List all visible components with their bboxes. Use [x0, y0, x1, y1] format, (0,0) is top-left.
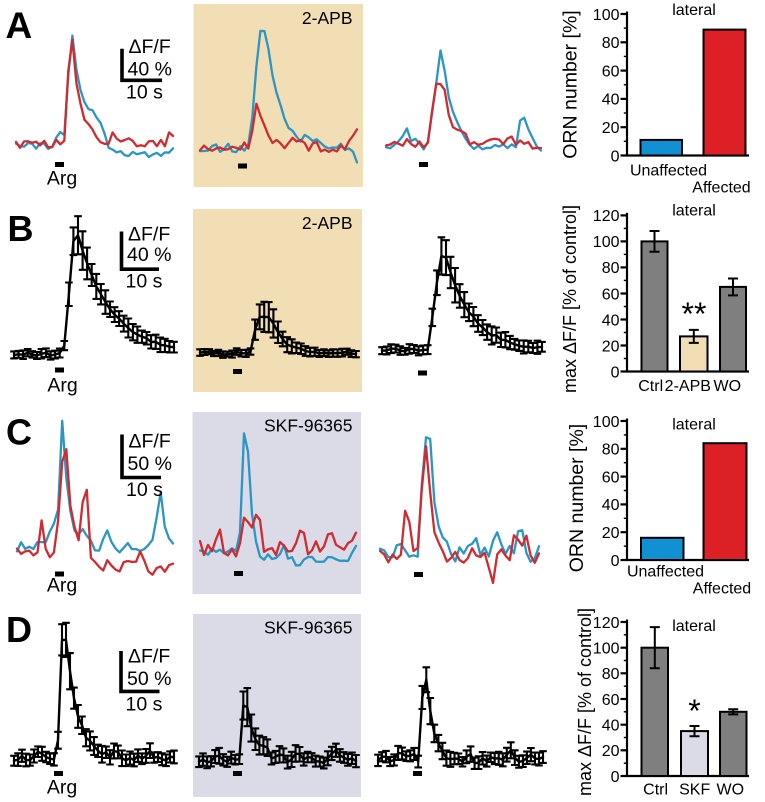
svg-text:40: 40 — [602, 312, 620, 329]
svg-text:lateral: lateral — [672, 417, 716, 434]
svg-text:*: * — [688, 693, 700, 729]
svg-text:50 %: 50 % — [127, 668, 171, 690]
svg-text:**: ** — [682, 296, 707, 332]
svg-text:Unaffected: Unaffected — [630, 163, 707, 180]
svg-text:120: 120 — [593, 615, 620, 632]
svg-text:Unaffected: Unaffected — [627, 564, 704, 581]
svg-text:50 %: 50 % — [128, 453, 172, 475]
svg-text:100: 100 — [593, 234, 620, 251]
svg-text:Affected: Affected — [692, 180, 750, 197]
svg-text:Arg: Arg — [47, 777, 77, 799]
svg-text:100: 100 — [593, 7, 620, 24]
svg-text:80: 80 — [602, 442, 620, 459]
svg-text:40 %: 40 % — [128, 58, 172, 80]
svg-text:40: 40 — [602, 92, 620, 109]
svg-text:Arg: Arg — [47, 575, 77, 597]
svg-text:10 s: 10 s — [126, 479, 163, 501]
svg-text:WO: WO — [717, 782, 745, 799]
svg-text:C: C — [6, 412, 32, 453]
svg-text:10 s: 10 s — [126, 82, 163, 104]
svg-text:0: 0 — [611, 769, 620, 786]
svg-text:80: 80 — [602, 666, 620, 683]
svg-text:100: 100 — [593, 414, 620, 431]
svg-text:0: 0 — [611, 148, 620, 165]
svg-text:ΔF/F: ΔF/F — [129, 36, 171, 58]
svg-text:ΔF/F: ΔF/F — [128, 646, 170, 668]
svg-text:10 s: 10 s — [126, 271, 163, 293]
svg-text:80: 80 — [602, 260, 620, 277]
svg-text:80: 80 — [602, 35, 620, 52]
svg-text:2-APB: 2-APB — [665, 378, 711, 395]
svg-text:100: 100 — [593, 641, 620, 658]
svg-text:D: D — [6, 609, 32, 650]
svg-text:WO: WO — [714, 378, 742, 395]
svg-text:Affected: Affected — [693, 581, 751, 598]
svg-text:max ΔF/F [% of control]: max ΔF/F [% of control] — [560, 205, 580, 393]
svg-text:ΔF/F: ΔF/F — [128, 224, 170, 246]
svg-text:lateral: lateral — [672, 618, 716, 635]
svg-text:60: 60 — [602, 469, 620, 486]
svg-text:ORN number [%]: ORN number [%] — [566, 424, 588, 572]
svg-text:2-APB: 2-APB — [302, 8, 353, 28]
svg-text:20: 20 — [602, 525, 620, 542]
svg-text:120: 120 — [593, 208, 620, 225]
svg-text:60: 60 — [602, 63, 620, 80]
svg-text:Ctrl: Ctrl — [643, 782, 668, 799]
svg-text:Arg: Arg — [47, 168, 77, 190]
svg-text:20: 20 — [602, 338, 620, 355]
svg-text:SKF-96365: SKF-96365 — [264, 416, 353, 436]
svg-text:SKF: SKF — [679, 782, 710, 799]
svg-text:40: 40 — [602, 718, 620, 735]
svg-text:2-APB: 2-APB — [302, 213, 353, 233]
svg-text:0: 0 — [611, 553, 620, 570]
svg-text:0: 0 — [611, 364, 620, 381]
svg-text:ORN number [%]: ORN number [%] — [560, 10, 582, 158]
svg-text:40 %: 40 % — [127, 244, 171, 266]
svg-text:B: B — [8, 208, 34, 249]
svg-text:Ctrl: Ctrl — [638, 378, 663, 395]
svg-text:60: 60 — [602, 692, 620, 709]
svg-text:lateral: lateral — [672, 2, 716, 19]
svg-text:10 s: 10 s — [126, 694, 163, 716]
svg-text:A: A — [6, 5, 33, 46]
svg-text:40: 40 — [602, 497, 620, 514]
svg-text:ΔF/F: ΔF/F — [129, 431, 171, 453]
svg-text:SKF-96365: SKF-96365 — [264, 618, 353, 638]
svg-text:max ΔF/F [% of control]: max ΔF/F [% of control] — [575, 608, 595, 796]
svg-text:Arg: Arg — [47, 375, 77, 397]
svg-text:lateral: lateral — [672, 203, 716, 220]
svg-text:20: 20 — [602, 120, 620, 137]
svg-text:60: 60 — [602, 286, 620, 303]
svg-text:20: 20 — [602, 743, 620, 760]
